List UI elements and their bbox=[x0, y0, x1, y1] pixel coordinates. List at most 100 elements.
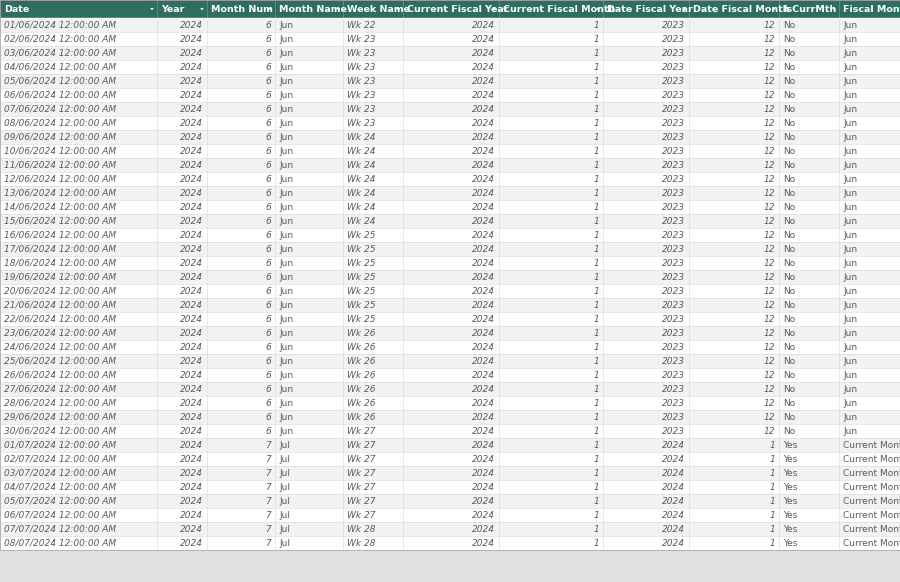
Text: 2024: 2024 bbox=[180, 175, 203, 183]
Text: Jun: Jun bbox=[843, 427, 857, 435]
Text: Jun: Jun bbox=[843, 399, 857, 407]
Text: 2024: 2024 bbox=[180, 496, 203, 506]
Text: 1: 1 bbox=[593, 510, 599, 520]
Text: 1: 1 bbox=[593, 105, 599, 113]
Text: 2024: 2024 bbox=[472, 328, 495, 338]
Text: No: No bbox=[783, 203, 796, 211]
Text: 6: 6 bbox=[266, 258, 271, 268]
Text: 2024: 2024 bbox=[472, 48, 495, 58]
Text: 29/06/2024 12:00:00 AM: 29/06/2024 12:00:00 AM bbox=[4, 413, 116, 421]
Text: 1: 1 bbox=[593, 328, 599, 338]
Text: Jun: Jun bbox=[843, 161, 857, 169]
Text: 2023: 2023 bbox=[662, 314, 685, 324]
Text: 2024: 2024 bbox=[472, 538, 495, 548]
Text: Wk 24: Wk 24 bbox=[347, 189, 375, 197]
Text: Jun: Jun bbox=[279, 258, 293, 268]
Text: 2023: 2023 bbox=[662, 427, 685, 435]
Text: Jun: Jun bbox=[279, 175, 293, 183]
Text: 02/07/2024 12:00:00 AM: 02/07/2024 12:00:00 AM bbox=[4, 455, 116, 463]
Text: No: No bbox=[783, 147, 796, 155]
Text: 2023: 2023 bbox=[662, 258, 685, 268]
Text: 1: 1 bbox=[770, 524, 775, 534]
Text: 07/07/2024 12:00:00 AM: 07/07/2024 12:00:00 AM bbox=[4, 524, 116, 534]
Text: Current Fiscal Month: Current Fiscal Month bbox=[503, 5, 616, 13]
Text: 2024: 2024 bbox=[180, 427, 203, 435]
Text: 2024: 2024 bbox=[472, 272, 495, 282]
Text: No: No bbox=[783, 399, 796, 407]
Text: 2024: 2024 bbox=[180, 328, 203, 338]
Text: 2024: 2024 bbox=[180, 399, 203, 407]
Text: 2024: 2024 bbox=[472, 427, 495, 435]
Bar bbox=[839, 0, 900, 18]
Text: 2024: 2024 bbox=[472, 90, 495, 100]
Text: 13/06/2024 12:00:00 AM: 13/06/2024 12:00:00 AM bbox=[4, 189, 116, 197]
Text: 2024: 2024 bbox=[472, 62, 495, 72]
Text: 2024: 2024 bbox=[180, 357, 203, 365]
Text: 12: 12 bbox=[763, 203, 775, 211]
Text: No: No bbox=[783, 413, 796, 421]
Bar bbox=[0, 32, 900, 46]
Bar bbox=[0, 368, 900, 382]
Text: 1: 1 bbox=[593, 371, 599, 379]
Text: 04/06/2024 12:00:00 AM: 04/06/2024 12:00:00 AM bbox=[4, 62, 116, 72]
Bar bbox=[157, 0, 207, 18]
Text: Wk 27: Wk 27 bbox=[347, 482, 375, 492]
Text: 2024: 2024 bbox=[180, 455, 203, 463]
Text: Wk 23: Wk 23 bbox=[347, 76, 375, 86]
Text: 1: 1 bbox=[593, 286, 599, 296]
Text: 2024: 2024 bbox=[180, 217, 203, 225]
Bar bbox=[0, 228, 900, 242]
Text: Jun: Jun bbox=[279, 161, 293, 169]
Text: Wk 23: Wk 23 bbox=[347, 62, 375, 72]
Text: Wk 23: Wk 23 bbox=[347, 90, 375, 100]
Text: 2023: 2023 bbox=[662, 399, 685, 407]
Text: Wk 26: Wk 26 bbox=[347, 385, 375, 393]
Text: Yes: Yes bbox=[783, 510, 797, 520]
Bar bbox=[0, 466, 900, 480]
Text: 2023: 2023 bbox=[662, 34, 685, 44]
Text: Yes: Yes bbox=[783, 469, 797, 477]
Text: 7: 7 bbox=[266, 441, 271, 449]
Text: 2024: 2024 bbox=[472, 314, 495, 324]
Text: 2023: 2023 bbox=[662, 342, 685, 352]
Text: Date Fiscal Month: Date Fiscal Month bbox=[693, 5, 789, 13]
Bar bbox=[0, 256, 900, 270]
Text: 2024: 2024 bbox=[180, 413, 203, 421]
Text: 2023: 2023 bbox=[662, 133, 685, 141]
Text: Jun: Jun bbox=[279, 244, 293, 254]
Text: Wk 25: Wk 25 bbox=[347, 244, 375, 254]
Text: 2024: 2024 bbox=[180, 510, 203, 520]
Text: 2024: 2024 bbox=[662, 524, 685, 534]
Text: No: No bbox=[783, 244, 796, 254]
Text: Wk 26: Wk 26 bbox=[347, 328, 375, 338]
Text: 1: 1 bbox=[770, 538, 775, 548]
Text: 18/06/2024 12:00:00 AM: 18/06/2024 12:00:00 AM bbox=[4, 258, 116, 268]
Text: 6: 6 bbox=[266, 34, 271, 44]
Text: 2024: 2024 bbox=[472, 161, 495, 169]
Text: No: No bbox=[783, 371, 796, 379]
Text: Jun: Jun bbox=[843, 105, 857, 113]
Text: 02/06/2024 12:00:00 AM: 02/06/2024 12:00:00 AM bbox=[4, 34, 116, 44]
Text: Jun: Jun bbox=[843, 286, 857, 296]
Text: 6: 6 bbox=[266, 371, 271, 379]
Text: 6: 6 bbox=[266, 399, 271, 407]
Text: 2024: 2024 bbox=[180, 371, 203, 379]
Bar bbox=[0, 60, 900, 74]
Text: 2024: 2024 bbox=[662, 538, 685, 548]
Text: Jul: Jul bbox=[279, 496, 290, 506]
Text: 2023: 2023 bbox=[662, 413, 685, 421]
Text: 2024: 2024 bbox=[662, 482, 685, 492]
Text: Jun: Jun bbox=[843, 34, 857, 44]
Text: 23/06/2024 12:00:00 AM: 23/06/2024 12:00:00 AM bbox=[4, 328, 116, 338]
Polygon shape bbox=[596, 8, 599, 10]
Bar bbox=[0, 396, 900, 410]
Bar bbox=[0, 144, 900, 158]
Bar bbox=[0, 0, 157, 18]
Bar bbox=[0, 242, 900, 256]
Text: Current Month: Current Month bbox=[843, 482, 900, 492]
Text: No: No bbox=[783, 161, 796, 169]
Text: Jun: Jun bbox=[279, 105, 293, 113]
Text: 2023: 2023 bbox=[662, 286, 685, 296]
Bar bbox=[207, 0, 275, 18]
Text: 12: 12 bbox=[763, 189, 775, 197]
